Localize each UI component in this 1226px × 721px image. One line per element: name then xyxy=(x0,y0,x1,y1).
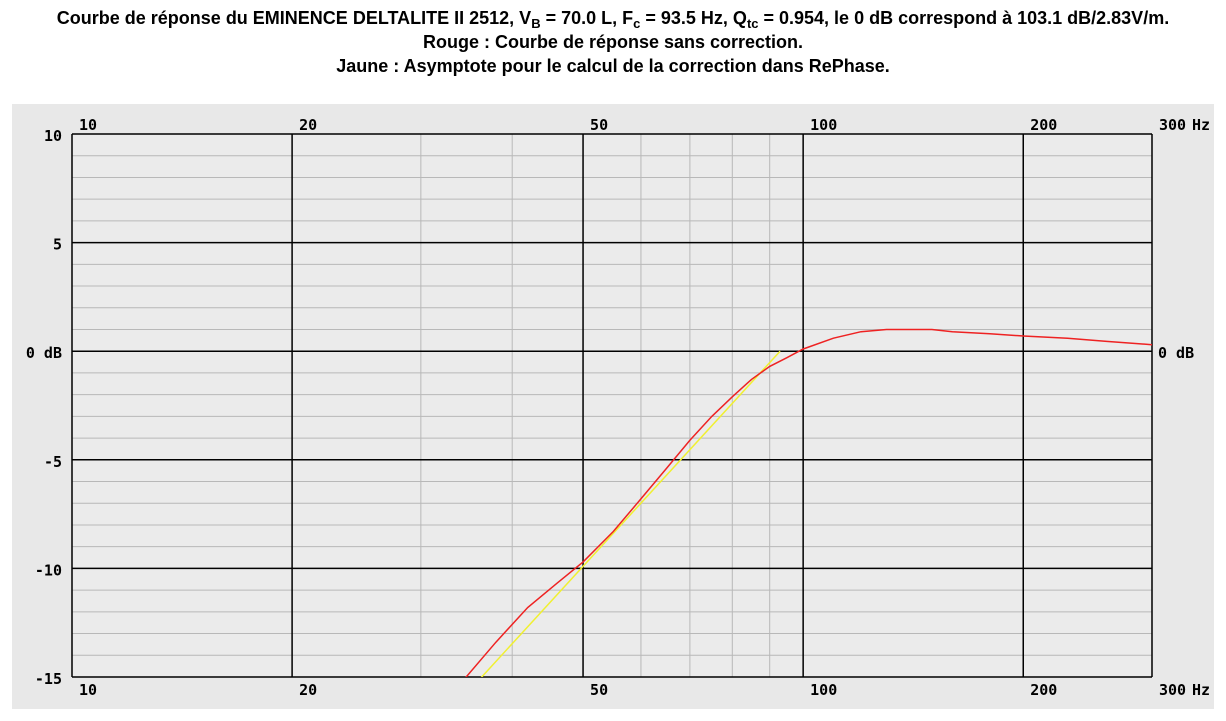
y-tick-label: 5 xyxy=(53,236,62,254)
frequency-response-chart: 10 10 20 20 50 50 100 100 200 200 300 300 Hz Hz 10 5 0 d… xyxy=(12,104,1214,709)
vb-subscript: B xyxy=(531,16,541,31)
fc-subscript: c xyxy=(633,16,641,31)
chart-title-block: Courbe de réponse du EMINENCE DELTALITE … xyxy=(0,6,1226,78)
chart-title: Courbe de réponse du EMINENCE DELTALITE … xyxy=(0,6,1226,30)
x-tick-label-top: 20 xyxy=(299,116,317,134)
title-prefix: Courbe de réponse du EMINENCE DELTALITE … xyxy=(56,8,532,28)
y-tick-label: 0 dB xyxy=(26,344,62,362)
y-tick-label: -10 xyxy=(35,561,62,579)
x-tick-label-top: 200 xyxy=(1030,116,1057,134)
x-tick-label-bottom: 300 xyxy=(1159,681,1186,699)
curves xyxy=(465,328,1152,677)
x-tick-label-top: 300 xyxy=(1159,116,1186,134)
y-tick-label: -15 xyxy=(35,670,62,688)
y-right-label: 0 dB xyxy=(1158,344,1194,362)
yellow-asymptote-line xyxy=(480,350,781,677)
x-tick-label-bottom: 100 xyxy=(810,681,837,699)
vb-value: = 70.0 L, F xyxy=(540,8,634,28)
x-tick-label-top: 50 xyxy=(590,116,608,134)
x-unit-label-top: Hz xyxy=(1192,116,1210,134)
plot-area xyxy=(72,134,1152,677)
x-tick-label-bottom: 10 xyxy=(79,681,97,699)
axis-labels: 10 10 20 20 50 50 100 100 200 200 300 300 Hz Hz 10 5 0 d… xyxy=(26,116,1210,699)
x-tick-label-bottom: 50 xyxy=(590,681,608,699)
x-tick-label-bottom: 200 xyxy=(1030,681,1057,699)
y-tick-label: -5 xyxy=(44,453,62,471)
x-unit-label-bottom: Hz xyxy=(1192,681,1210,699)
y-tick-label: 10 xyxy=(44,127,62,145)
fc-value: = 93.5 Hz, Q xyxy=(640,8,747,28)
grid-lines xyxy=(71,133,1153,678)
x-tick-label-top: 100 xyxy=(810,116,837,134)
qtc-subscript: tc xyxy=(746,16,759,31)
red-response-curve xyxy=(465,328,1152,677)
qtc-value: = 0.954, le 0 dB correspond à 103.1 dB/2… xyxy=(758,8,1170,28)
yellow-legend: Jaune : Asymptote pour le calcul de la c… xyxy=(336,56,890,76)
x-tick-label-bottom: 20 xyxy=(299,681,317,699)
curve-group xyxy=(465,328,1152,677)
x-tick-label-top: 10 xyxy=(79,116,97,134)
red-legend: Rouge : Courbe de réponse sans correctio… xyxy=(422,32,804,52)
